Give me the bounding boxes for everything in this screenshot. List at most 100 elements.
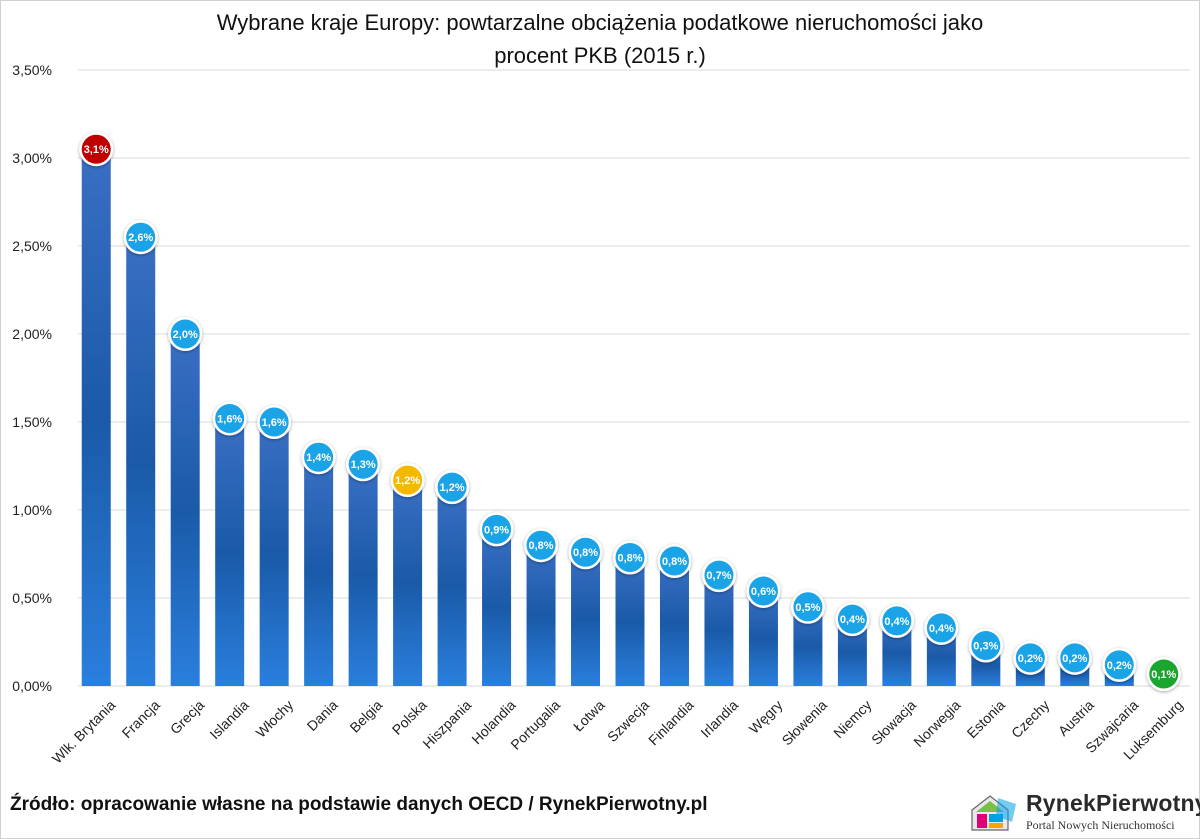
logo-tagline: Portal Nowych Nieruchomości (1026, 818, 1175, 832)
bar (659, 561, 689, 686)
data-label-bubble (1149, 659, 1179, 689)
x-tick-label: Polska (389, 697, 430, 738)
x-tick-label: Francja (119, 697, 163, 741)
data-label-bubble (793, 592, 823, 622)
x-tick-label: Estonia (964, 697, 1008, 741)
x-tick-label: Czechy (1008, 697, 1052, 741)
data-label: 2,6% (128, 232, 153, 244)
bar (304, 457, 334, 686)
data-label-bubble (926, 613, 956, 643)
data-label: 0,7% (706, 570, 731, 582)
bar (215, 418, 245, 686)
data-label-bubble (837, 604, 867, 634)
data-label: 0,2% (1018, 653, 1043, 665)
data-label: 0,8% (529, 540, 554, 552)
x-tick-label: Węgry (746, 697, 786, 737)
x-tick-label: Hiszpania (419, 697, 474, 752)
x-tick-label: Austria (1055, 697, 1097, 739)
house-logo-icon (971, 795, 1016, 831)
chart-title-line1: Wybrane kraje Europy: powtarzalne obciąż… (216, 10, 984, 35)
chart-title-line2: procent PKB (2015 r.) (494, 43, 706, 68)
data-label: 0,8% (662, 556, 687, 568)
data-label-bubble (615, 543, 645, 573)
data-label-bubble (882, 606, 912, 636)
data-label: 0,2% (1107, 660, 1132, 672)
data-label-bubble (1104, 650, 1134, 680)
bar (482, 529, 512, 686)
y-tick-label: 3,00% (12, 150, 52, 166)
data-label: 1,2% (440, 482, 465, 494)
data-label: 0,1% (1151, 669, 1176, 681)
x-tick-label: Islandia (206, 697, 252, 743)
bar (393, 480, 423, 686)
y-tick-label: 2,50% (12, 238, 52, 254)
data-label: 0,5% (795, 602, 820, 614)
data-label: 0,2% (1062, 653, 1087, 665)
data-label: 1,6% (217, 413, 242, 425)
source-note: Źródło: opracowanie własne na podstawie … (10, 794, 708, 815)
data-label: 0,8% (573, 547, 598, 559)
data-label: 0,9% (484, 524, 509, 536)
x-tick-label: Słowenia (779, 697, 831, 749)
data-label-bubble (126, 222, 156, 252)
y-tick-label: 2,00% (12, 326, 52, 342)
data-label: 0,4% (884, 616, 909, 628)
bar (437, 487, 467, 686)
x-tick-label: Dania (304, 697, 341, 734)
data-label: 1,6% (262, 417, 287, 429)
data-label: 0,8% (617, 553, 642, 565)
logo-name: RynekPierwotny (1026, 790, 1200, 816)
x-tick-label: Włochy (253, 697, 297, 741)
data-label-bubble (526, 530, 556, 560)
data-label: 3,1% (84, 144, 109, 156)
data-label-bubble (170, 319, 200, 349)
y-tick-label: 1,00% (12, 502, 52, 518)
data-label: 1,3% (351, 459, 376, 471)
bar (615, 557, 645, 686)
data-label-bubble (482, 514, 512, 544)
data-label-bubble (437, 472, 467, 502)
data-label-bubble (704, 560, 734, 590)
x-tick-label: Belgia (346, 697, 385, 736)
x-tick-label: Finlandia (645, 697, 697, 749)
y-tick-label: 0,50% (12, 590, 52, 606)
data-label-bubble (393, 465, 423, 495)
x-tick-label: Grecja (167, 697, 208, 738)
x-tick-label: Łotwa (570, 697, 608, 735)
x-tick-label: Portugalia (507, 697, 563, 753)
bar (126, 237, 156, 686)
bar (348, 464, 378, 686)
data-label-bubble (971, 631, 1001, 661)
bar (259, 422, 289, 686)
data-label-bubble (304, 442, 334, 472)
bar (571, 552, 601, 686)
bar (526, 545, 556, 686)
data-label-bubble (215, 403, 245, 433)
data-label-bubble (348, 449, 378, 479)
data-label-bubble (659, 546, 689, 576)
data-label-bubble (1015, 643, 1045, 673)
data-label: 0,6% (751, 586, 776, 598)
y-tick-label: 3,50% (12, 62, 52, 78)
data-label-bubble (571, 537, 601, 567)
brand-logo: RynekPierwotny Portal Nowych Nieruchomoś… (968, 790, 1200, 836)
x-tick-label: Niemcy (830, 697, 874, 741)
data-label: 0,4% (840, 614, 865, 626)
data-label: 1,4% (306, 452, 331, 464)
data-label: 0,3% (973, 641, 998, 653)
y-tick-label: 1,50% (12, 414, 52, 430)
bar (81, 149, 111, 686)
data-label: 0,4% (929, 623, 954, 635)
data-label: 1,2% (395, 475, 420, 487)
data-label-bubble (81, 134, 111, 164)
data-label-bubble (259, 407, 289, 437)
bar (704, 575, 734, 686)
data-label-bubble (1060, 643, 1090, 673)
bar-chart: 0,00% 0,50% 1,00% 1,50% 2,00% 2,50% 3,00% 3,50%… (12, 62, 1190, 767)
x-tick-label: Norwegia (910, 697, 963, 750)
data-label-bubble (748, 576, 778, 606)
x-tick-label: Wlk. Brytania (49, 697, 119, 767)
bar (170, 334, 200, 686)
y-tick-label: 0,00% (12, 678, 52, 694)
x-tick-label: Irlandia (697, 697, 741, 741)
